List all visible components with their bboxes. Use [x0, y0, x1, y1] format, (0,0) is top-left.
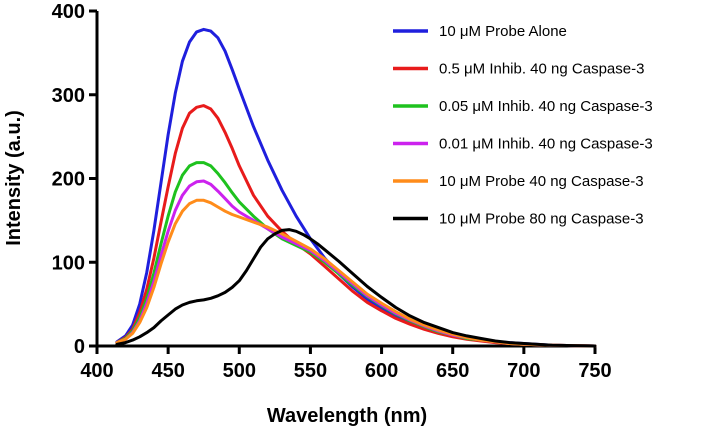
- y-tick-label-300: 300: [52, 85, 85, 107]
- legend-label-2: 0.05 μM Inhib. 40 ng Caspase-3: [439, 98, 653, 115]
- x-axis-title: Wavelength (nm): [267, 405, 427, 427]
- x-tick-label-650: 650: [436, 360, 469, 382]
- legend-label-5: 10 μM Probe 80 ng Caspase-3: [439, 211, 644, 228]
- y-tick-label-400: 400: [52, 1, 85, 23]
- legend: 10 μM Probe Alone 0.5 μM Inhib. 40 ng Cas…: [393, 23, 653, 228]
- axes: 0 100 200 300 400 400 450 500 550 600 650 700 750: [52, 1, 612, 382]
- y-axis-title: Intensity (a.u.): [3, 110, 25, 246]
- series-line-4: [115, 198, 597, 348]
- x-tick-label-450: 450: [151, 360, 184, 382]
- y-tick-label-0: 0: [74, 336, 85, 358]
- series-line-2: [115, 161, 597, 348]
- x-tick-label-500: 500: [223, 360, 256, 382]
- y-tick-label-200: 200: [52, 169, 85, 191]
- legend-label-3: 0.01 μM Inhib. 40 ng Caspase-3: [439, 136, 653, 153]
- y-tick-label-100: 100: [52, 252, 85, 274]
- x-tick-label-400: 400: [80, 360, 113, 382]
- x-tick-label-550: 550: [294, 360, 327, 382]
- x-tick-label-600: 600: [365, 360, 398, 382]
- x-tick-label-750: 750: [578, 360, 611, 382]
- series-lines: [115, 27, 597, 348]
- series-line-5: [115, 228, 597, 348]
- legend-label-1: 0.5 μM Inhib. 40 ng Caspase-3: [439, 61, 644, 78]
- legend-label-4: 10 μM Probe 40 ng Caspase-3: [439, 173, 644, 190]
- legend-label-0: 10 μM Probe Alone: [439, 23, 567, 40]
- x-tick-label-700: 700: [507, 360, 540, 382]
